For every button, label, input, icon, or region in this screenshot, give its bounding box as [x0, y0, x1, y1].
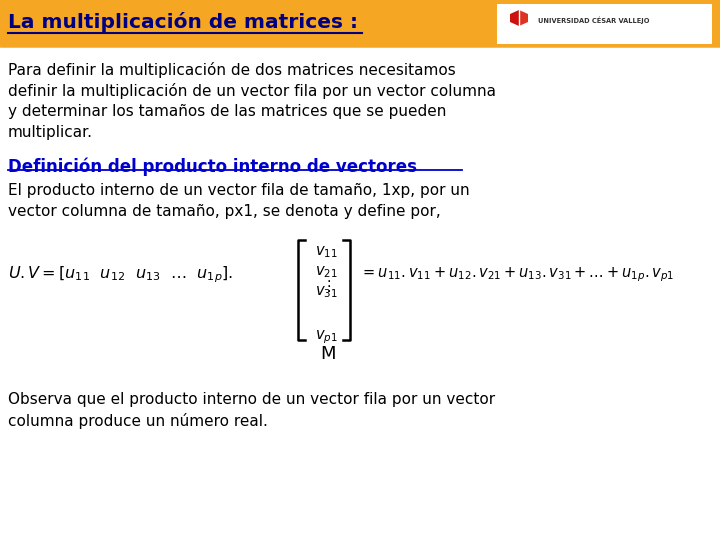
Text: $U.V = \left[u_{11}\ \ u_{12}\ \ u_{13}\ \ \ldots\ \ u_{1p}\right].$: $U.V = \left[u_{11}\ \ u_{12}\ \ u_{13}\… — [8, 265, 233, 285]
Text: $\vdots$: $\vdots$ — [321, 278, 331, 294]
Text: definir la multiplicación de un vector fila por un vector columna: definir la multiplicación de un vector f… — [8, 83, 496, 99]
FancyBboxPatch shape — [497, 4, 712, 44]
Text: Definición del producto interno de vectores: Definición del producto interno de vecto… — [8, 158, 417, 177]
Text: multiplicar.: multiplicar. — [8, 125, 93, 140]
Text: vector columna de tamaño, px1, se denota y define por,: vector columna de tamaño, px1, se denota… — [8, 204, 441, 219]
Polygon shape — [510, 10, 519, 26]
Text: Para definir la multiplicación de dos matrices necesitamos: Para definir la multiplicación de dos ma… — [8, 62, 456, 78]
Text: y determinar los tamaños de las matrices que se pueden: y determinar los tamaños de las matrices… — [8, 104, 446, 119]
Text: $= u_{11}.v_{11} + u_{12}.v_{21} + u_{13}.v_{31} + \ldots + u_{1p}.v_{p1}$: $= u_{11}.v_{11} + u_{12}.v_{21} + u_{13… — [360, 266, 675, 284]
Text: $v_{11}$: $v_{11}$ — [315, 244, 338, 260]
Text: $v_{31}$: $v_{31}$ — [315, 284, 338, 300]
Text: $v_{21}$: $v_{21}$ — [315, 264, 338, 280]
Text: La multiplicación de matrices :: La multiplicación de matrices : — [8, 12, 358, 32]
Text: columna produce un número real.: columna produce un número real. — [8, 413, 268, 429]
Text: El producto interno de un vector fila de tamaño, 1xp, por un: El producto interno de un vector fila de… — [8, 183, 469, 198]
Text: Observa que el producto interno de un vector fila por un vector: Observa que el producto interno de un ve… — [8, 392, 495, 407]
Text: M: M — [320, 345, 336, 363]
FancyBboxPatch shape — [0, 0, 720, 47]
Text: UNIVERSIDAD CÉSAR VALLEJO: UNIVERSIDAD CÉSAR VALLEJO — [538, 16, 649, 24]
Polygon shape — [519, 10, 528, 26]
Text: $v_{p1}$: $v_{p1}$ — [315, 328, 338, 346]
